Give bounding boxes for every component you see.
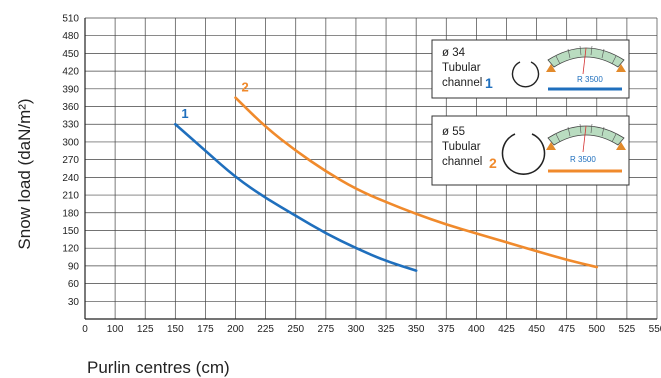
x-tick-label: 150 bbox=[167, 324, 184, 335]
series-2-label: 2 bbox=[242, 80, 249, 95]
x-tick-label: 275 bbox=[317, 324, 334, 335]
y-tick-label: 300 bbox=[62, 137, 79, 148]
axes bbox=[84, 18, 657, 320]
arch-diagram-icon bbox=[546, 123, 626, 153]
x-tick-label: 250 bbox=[287, 324, 304, 335]
legend-2-line2: channel bbox=[442, 156, 482, 168]
y-axis-title: Snow load (daN/m²) bbox=[15, 98, 34, 249]
y-tick-labels: 30 60 90 120 150 180 210 240 270 300 330 360 390 420 4… bbox=[62, 14, 79, 308]
small-tube-icon bbox=[511, 61, 540, 88]
y-tick-label: 30 bbox=[68, 297, 80, 308]
y-tick-label: 240 bbox=[62, 173, 79, 184]
y-tick-label: 450 bbox=[62, 49, 79, 60]
x-axis-title: Purlin centres (cm) bbox=[87, 358, 230, 377]
legend-2-diameter: ø 55 bbox=[442, 126, 465, 138]
x-tick-label: 475 bbox=[558, 324, 575, 335]
legend-1-radius: R 3500 bbox=[577, 75, 603, 84]
legend-box-2: ø 55 Tubular channel 2 R 3500 bbox=[431, 115, 630, 186]
x-tick-label: 450 bbox=[528, 324, 545, 335]
y-tick-label: 420 bbox=[62, 67, 79, 78]
y-tick-label: 270 bbox=[62, 155, 79, 166]
legend-1-diameter: ø 34 bbox=[442, 47, 466, 59]
x-tick-label: 175 bbox=[197, 324, 214, 335]
x-tick-label: 500 bbox=[588, 324, 605, 335]
y-tick-label: 120 bbox=[62, 244, 79, 255]
y-tick-label: 150 bbox=[62, 226, 79, 237]
series-1-label: 1 bbox=[181, 106, 188, 121]
series-1-line bbox=[174, 122, 418, 272]
legend-1-line2: channel bbox=[442, 77, 482, 89]
series-labels: 12 bbox=[181, 80, 248, 122]
x-tick-label: 300 bbox=[348, 324, 365, 335]
x-tick-label: 425 bbox=[498, 324, 515, 335]
legend-box-1: ø 34 Tubular channel 1 R 3500 bbox=[431, 39, 630, 99]
x-tick-label: 200 bbox=[227, 324, 244, 335]
x-tick-label: 400 bbox=[468, 324, 485, 335]
x-tick-label: 325 bbox=[378, 324, 395, 335]
x-tick-label: 525 bbox=[619, 324, 636, 335]
large-tube-icon bbox=[501, 133, 546, 175]
x-tick-label: 225 bbox=[257, 324, 274, 335]
series-lines bbox=[174, 96, 599, 272]
y-tick-label: 510 bbox=[62, 14, 79, 25]
x-tick-label: 125 bbox=[137, 324, 154, 335]
y-tick-label: 360 bbox=[62, 102, 79, 113]
y-tick-label: 60 bbox=[68, 279, 80, 290]
x-tick-label: 0 bbox=[82, 324, 88, 335]
y-tick-label: 390 bbox=[62, 84, 79, 95]
y-tick-label: 180 bbox=[62, 208, 79, 219]
legend-1-line1: Tubular bbox=[442, 62, 481, 74]
legend-2-line1: Tubular bbox=[442, 141, 481, 153]
x-tick-labels: 0 100 125 150 175 200 225 250 275 300 325 350 375 400… bbox=[82, 324, 661, 335]
y-tick-label: 90 bbox=[68, 261, 80, 272]
x-tick-label: 100 bbox=[107, 324, 124, 335]
y-tick-label: 480 bbox=[62, 31, 79, 42]
x-tick-label: 550 bbox=[649, 324, 661, 335]
x-tick-label: 350 bbox=[408, 324, 425, 335]
y-tick-label: 330 bbox=[62, 120, 79, 131]
legend-2-number: 2 bbox=[489, 155, 497, 171]
arch-diagram-icon bbox=[546, 45, 626, 75]
legend-2-radius: R 3500 bbox=[570, 155, 596, 164]
x-tick-label: 375 bbox=[438, 324, 455, 335]
series-2-line bbox=[234, 96, 599, 269]
legend-1-number: 1 bbox=[485, 75, 493, 91]
y-tick-label: 210 bbox=[62, 191, 79, 202]
